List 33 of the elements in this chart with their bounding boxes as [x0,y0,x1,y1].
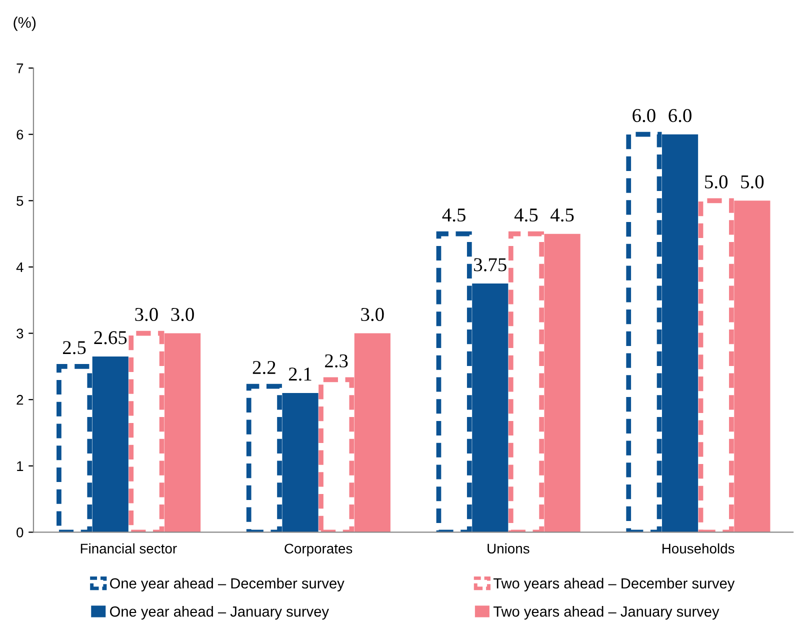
y-tick-label: 3 [16,328,24,338]
legend-label: One year ahead – January survey [110,606,329,620]
data-label: 3.0 [361,308,384,322]
y-tick-label: 5 [16,196,24,206]
data-label: 2.2 [252,360,276,374]
data-label: 6.0 [668,108,692,122]
data-label: 2.5 [63,341,86,354]
x-tick-label: Households [662,543,734,554]
data-label: 5.0 [741,175,764,188]
data-label: 4.5 [514,208,538,222]
data-label: 2.3 [325,354,348,368]
legend-label: One year ahead – December survey [110,578,344,592]
data-label: 5.0 [705,175,728,188]
y-tick-label: 2 [16,394,24,405]
y-tick-label: 6 [16,130,24,140]
y-tick-label: 7 [16,64,24,74]
y-tick-label: 1 [17,461,24,471]
data-label: 4.5 [442,208,466,222]
x-tick-label: Corporates [284,544,352,556]
y-axis-title: (%) [14,16,36,31]
y-tick-label: 4 [16,262,24,272]
x-tick-label: Unions [488,543,530,554]
legend-label: Two years ahead – December survey [493,578,735,592]
data-label: 2.1 [288,368,312,381]
data-label: 2.65 [94,331,127,344]
data-label: 3.0 [171,308,194,322]
y-tick-label: 0 [16,528,24,538]
data-label: 3.75 [474,258,506,272]
data-label: 3.0 [135,308,158,322]
x-tick-label: Financial sector [80,543,177,554]
data-label: 6.0 [632,108,656,122]
data-label: 4.5 [550,208,574,222]
legend-label: Two years ahead – January survey [493,606,720,620]
